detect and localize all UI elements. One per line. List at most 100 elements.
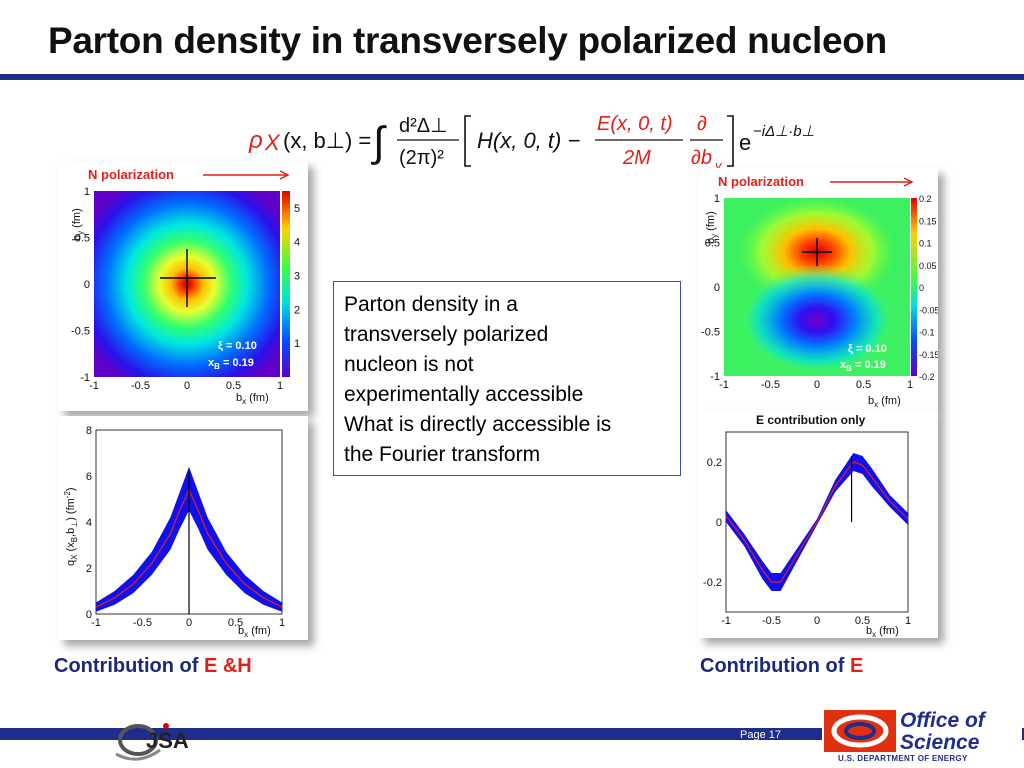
- colorbar-tick-label: -0.05: [919, 305, 938, 315]
- y-tick-label: 0: [716, 517, 722, 529]
- x-tick-label: 0: [184, 380, 190, 392]
- heatmap-e-xticks: -1 -0.5 0 0.5 1: [719, 379, 913, 391]
- x-tick-label: 0: [814, 379, 820, 391]
- x-tick-label: 0.5: [855, 615, 870, 627]
- heatmap-e-yticks: 1 0.5 0 -0.5 -1: [701, 193, 720, 383]
- line-chart-e: E contribution only 0.2 0 -0.2 -1 -0.5 0 0.5 1…: [703, 413, 911, 638]
- y-tick-label: 4: [86, 517, 92, 529]
- x-tick-label: 0: [814, 615, 820, 627]
- line-panel-e: E contribution only 0.2 0 -0.2 -1 -0.5 0 0.5 1…: [698, 410, 938, 638]
- y-tick-label: 0.5: [705, 238, 720, 250]
- doe-logo: Office of Science U.S. DEPARTMENT OF ENER…: [822, 708, 1022, 768]
- page-number: Page 17: [740, 729, 781, 741]
- doe-logo-mark: [824, 710, 896, 752]
- explanation-line: What is directly accessible is: [344, 413, 612, 436]
- y-tick-label: 8: [86, 425, 92, 437]
- y-tick-label: 0: [84, 279, 90, 291]
- formula-h-term: H(x, 0, t) −: [477, 128, 580, 153]
- line-chart-e-title: E contribution only: [756, 413, 866, 427]
- colorbar-tick-label: 0: [919, 283, 924, 293]
- heatmap-e-colorbar: [911, 198, 917, 376]
- explanation-line: nucleon is not: [344, 353, 474, 376]
- explanation-line: the Fourier transform: [344, 443, 541, 466]
- heatmap-eh-xb: xB = 0.19: [208, 357, 254, 371]
- x-tick-label: 1: [277, 380, 283, 392]
- doe-logo-subtitle: U.S. DEPARTMENT OF ENERGY: [838, 754, 968, 763]
- x-tick-label: -1: [89, 380, 99, 392]
- heatmap-e-ylabel: by (fm): [705, 211, 719, 244]
- x-tick-label: 0.5: [226, 380, 241, 392]
- colorbar-tick-label: 0.05: [919, 261, 937, 271]
- heatmap-eh-xi: ξ = 0.10: [218, 340, 257, 352]
- heatmap-eh-colorbar-ticks: 5 4 3 2 1: [294, 203, 300, 350]
- y-tick-label: 6: [86, 471, 92, 483]
- line-chart-e-xlabel: bx (fm): [866, 625, 899, 638]
- x-tick-label: -0.5: [762, 615, 781, 627]
- formula-rho: ρ: [248, 127, 263, 154]
- x-tick-label: 0.5: [228, 617, 243, 629]
- colorbar-tick-label: 4: [294, 237, 300, 249]
- heatmap-e-xi: ξ = 0.10: [848, 343, 887, 355]
- heatmap-e-xlabel: bx (fm): [868, 395, 901, 409]
- heatmap-e-xb: xB = 0.19: [840, 359, 886, 373]
- caption-left: Contribution of E &H: [54, 655, 252, 678]
- y-tick-label: 1: [84, 186, 90, 198]
- heatmap-e-colorbar-ticks: 0.2 0.15 0.1 0.05 0 -0.05 -0.1 -0.15 -0.2: [919, 194, 938, 382]
- x-tick-label: -1: [721, 615, 731, 627]
- formula-d-denominator: ∂b: [691, 147, 712, 169]
- x-tick-label: -1: [91, 617, 101, 629]
- y-tick-label: 2: [86, 563, 92, 575]
- footer-bar: [0, 728, 1024, 740]
- doe-logo-mark-ring-inner: [844, 722, 876, 740]
- line-chart-eh-ylabel: qX (xB,b⊥) (fm-2): [63, 487, 79, 566]
- heatmap-eh-xlabel: bx (fm): [236, 392, 269, 406]
- caption-left-highlight: E &H: [203, 655, 252, 677]
- y-tick-label: -0.5: [71, 326, 90, 338]
- formula-bracket-open: [464, 115, 471, 167]
- line-chart-e-xticks: -1 -0.5 0 0.5 1: [721, 615, 911, 627]
- jsa-logo-text: JSA: [146, 728, 189, 753]
- y-tick-label: 0: [714, 282, 720, 294]
- colorbar-tick-label: -0.1: [919, 328, 935, 338]
- explanation-line: transversely polarized: [344, 323, 549, 346]
- formula-lhs-args: (x, b⊥) =: [283, 128, 371, 153]
- heatmap-panel-eh: N polarization ξ = 0.10 xB = 0.19 5 4 3 2 1 …: [58, 161, 308, 411]
- formula-exp-power: −iΔ⊥·b⊥: [753, 123, 815, 140]
- x-tick-label: 0.5: [856, 379, 871, 391]
- colorbar-tick-label: -0.15: [919, 350, 938, 360]
- heatmap-eh-colorbar: [282, 191, 290, 377]
- jsa-logo: JSA: [115, 723, 189, 761]
- formula-integral: ∫: [371, 118, 387, 165]
- line-panel-eh: 8 6 4 2 0 -1 -0.5 0 0.5 1 bx (fm) qX (xB,b⊥) (fm…: [58, 416, 308, 640]
- colorbar-tick-label: 0.15: [919, 216, 937, 226]
- heatmap-e-arrowhead: [903, 177, 914, 187]
- y-tick-label: -0.2: [703, 577, 722, 589]
- heatmap-eh-annotation: N polarization: [88, 167, 174, 182]
- doe-logo-mark-ring-outer: [831, 714, 889, 748]
- line-chart-e-mean: [725, 461, 909, 583]
- caption-left-prefix: Contribution of: [54, 655, 204, 677]
- y-tick-label: -0.5: [701, 327, 720, 339]
- x-tick-label: 1: [907, 379, 913, 391]
- heatmap-eh: N polarization ξ = 0.10 xB = 0.19 5 4 3 2 1 …: [71, 167, 300, 406]
- heatmap-panel-e: N polarization ξ = 0.10 xB = 0.19 0.2 0.1…: [698, 168, 938, 410]
- x-tick-label: -0.5: [133, 617, 152, 629]
- formula-e-denominator: 2M: [622, 147, 651, 169]
- heatmap-eh-xticks: -1 -0.5 0 0.5 1: [89, 380, 283, 392]
- colorbar-tick-label: 0.1: [919, 239, 932, 249]
- heatmap-eh-ylabel: by (fm): [71, 208, 85, 241]
- colorbar-tick-label: 1: [294, 338, 300, 350]
- slide-title: Parton density in transversely polarized…: [48, 20, 887, 61]
- colorbar-tick-label: 0.2: [919, 194, 932, 204]
- heatmap-e-annotation: N polarization: [718, 174, 804, 189]
- jsa-logo-dot: [163, 723, 169, 729]
- line-chart-eh-xticks: -1 -0.5 0 0.5 1: [91, 617, 285, 629]
- line-chart-eh-band: [96, 466, 282, 612]
- formula-denominator: (2π)²: [399, 147, 444, 169]
- y-tick-label: 0.2: [707, 457, 722, 469]
- formula-numerator: d²Δ⊥: [399, 115, 448, 137]
- formula-d-denominator-sub: y: [714, 158, 723, 173]
- doe-logo-office: Office of Science: [900, 709, 985, 754]
- formula-d-numerator: ∂: [697, 113, 707, 135]
- colorbar-tick-label: 5: [294, 203, 300, 215]
